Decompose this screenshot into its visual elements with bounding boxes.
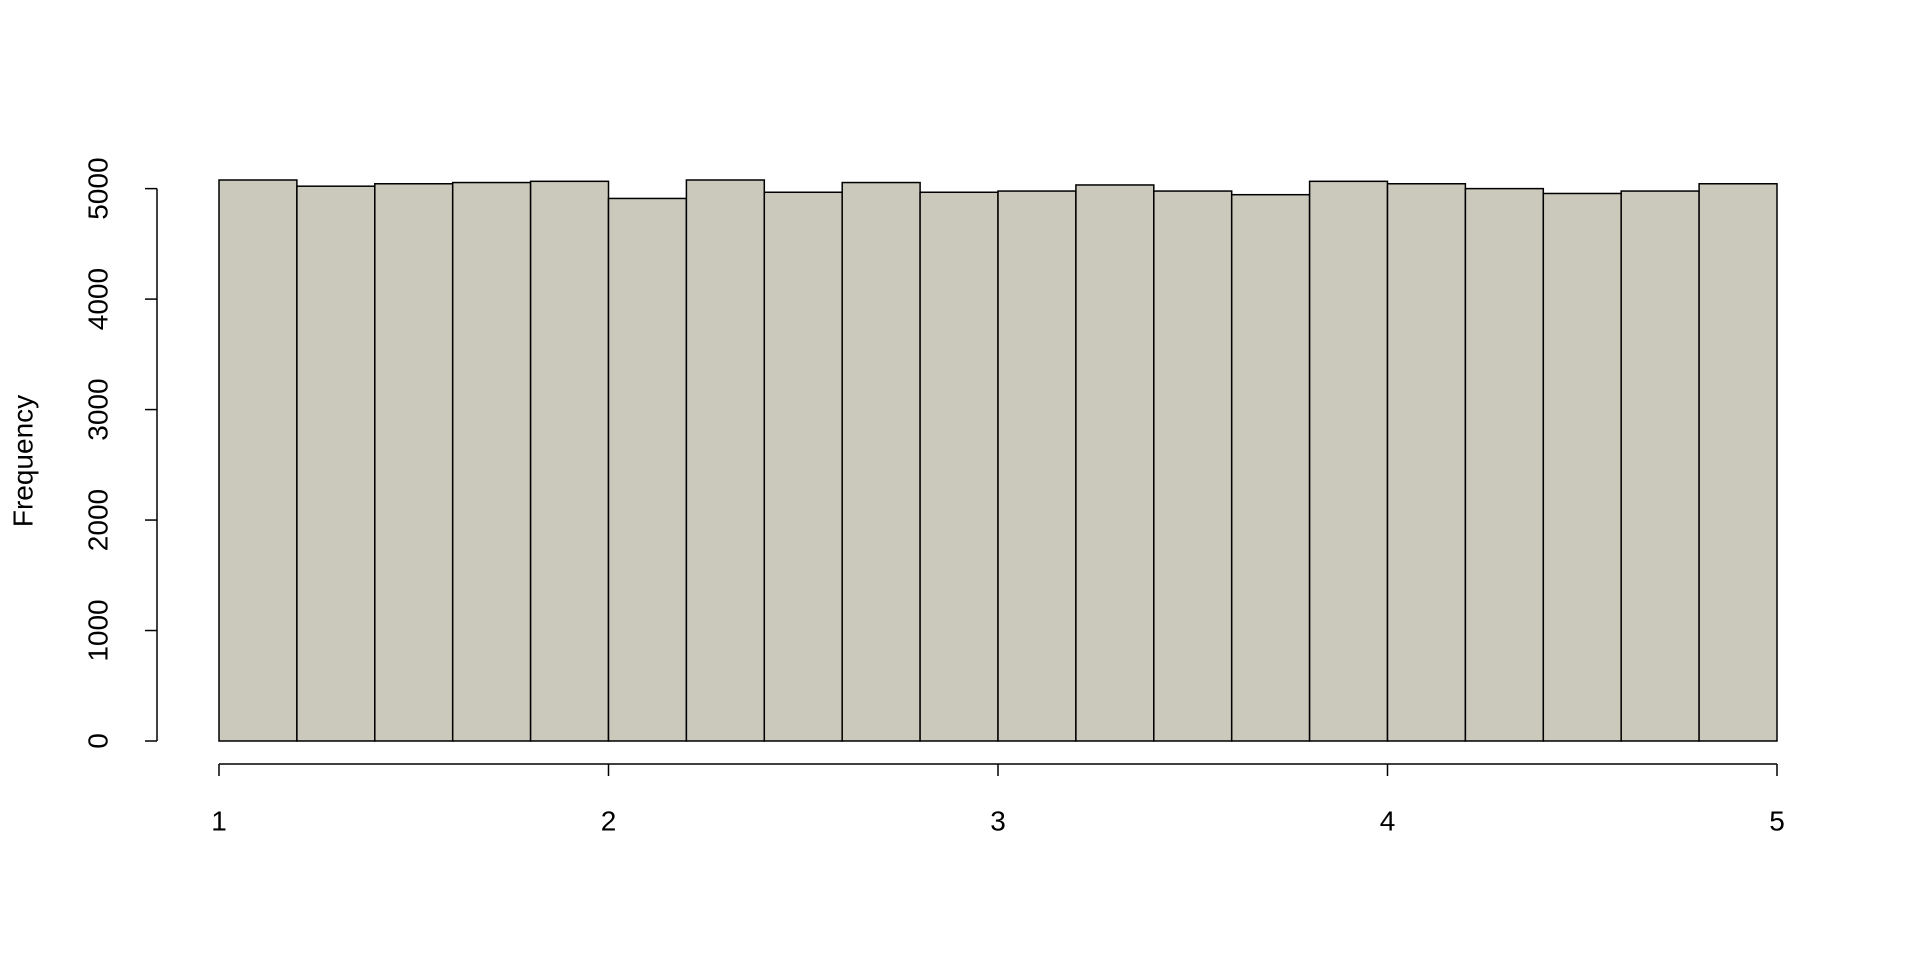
y-tick-label: 4000 bbox=[82, 268, 113, 330]
bar bbox=[1542, 192, 1622, 742]
bar bbox=[451, 181, 532, 742]
x-tick-label: 3 bbox=[990, 805, 1006, 836]
bar bbox=[1698, 183, 1778, 742]
bar bbox=[296, 185, 376, 742]
bar bbox=[607, 197, 688, 742]
bar bbox=[218, 179, 298, 742]
y-tick-label: 5000 bbox=[82, 157, 113, 219]
bar bbox=[1308, 180, 1389, 742]
x-tick-label: 2 bbox=[601, 805, 617, 836]
bar bbox=[1464, 187, 1545, 742]
bar bbox=[1075, 184, 1155, 742]
bar bbox=[841, 181, 921, 742]
bar bbox=[374, 183, 454, 742]
x-tick-label: 4 bbox=[1380, 805, 1396, 836]
bar bbox=[1153, 190, 1233, 742]
y-tick-label: 2000 bbox=[82, 489, 113, 551]
bar bbox=[763, 191, 843, 742]
x-tick-label: 5 bbox=[1769, 805, 1785, 836]
bar bbox=[919, 191, 999, 742]
y-tick-label: 1000 bbox=[82, 599, 113, 661]
bar bbox=[997, 190, 1077, 742]
bar bbox=[1386, 183, 1467, 742]
bar bbox=[685, 179, 766, 742]
y-tick-label: 0 bbox=[82, 733, 113, 749]
bar bbox=[1620, 190, 1700, 742]
bar bbox=[529, 180, 610, 742]
y-axis-label: Frequency bbox=[7, 395, 38, 527]
x-tick-label: 1 bbox=[211, 805, 227, 836]
y-tick-label: 3000 bbox=[82, 378, 113, 440]
bar bbox=[1230, 193, 1311, 742]
